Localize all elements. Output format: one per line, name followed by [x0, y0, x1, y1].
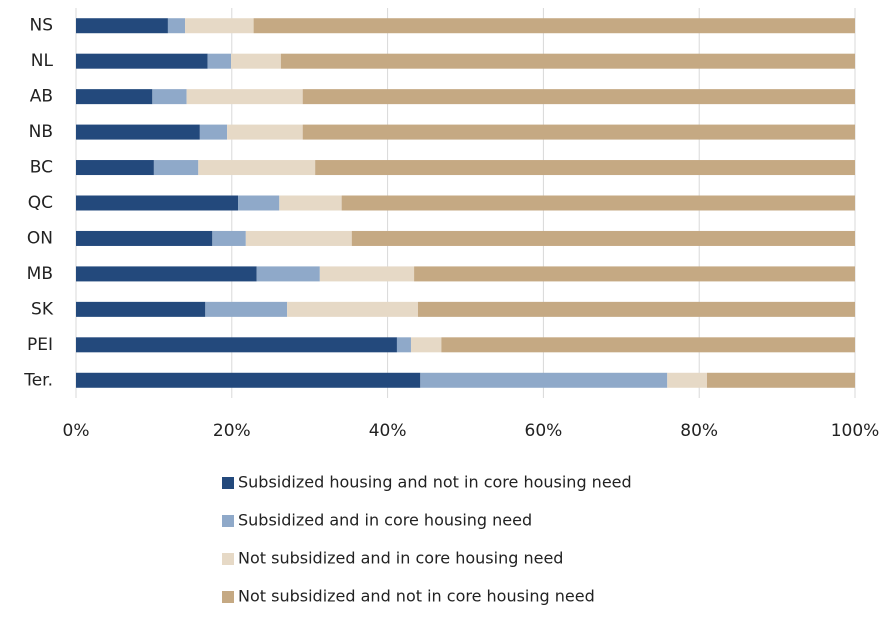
bar-segment: [315, 160, 855, 176]
y-tick-label: SK: [31, 299, 54, 319]
legend-label: Subsidized and in core housing need: [238, 511, 532, 530]
legend-swatch: [222, 515, 234, 527]
labels: 0% 20% 40% 60% 80% 100% NS NL AB NB BC QC ON MB SK PEI T…: [23, 16, 879, 441]
bars: [76, 18, 856, 388]
bar-segment: [441, 337, 855, 353]
y-tick-label: NL: [31, 51, 54, 71]
bar-segment: [76, 266, 257, 282]
bar-segment: [76, 89, 153, 105]
bar-segment: [199, 124, 228, 140]
y-tick-label: NS: [29, 16, 53, 36]
bar-segment: [706, 372, 855, 388]
y-tick-label: ON: [27, 228, 53, 248]
y-tick-label: PEI: [27, 335, 53, 355]
bar-segment: [417, 301, 855, 317]
y-tick-label: NB: [29, 122, 53, 142]
bar-segment: [198, 160, 316, 176]
bar-segment: [76, 230, 213, 246]
bar-segment: [302, 89, 856, 105]
bar-segment: [245, 230, 352, 246]
bar-segment: [302, 124, 856, 140]
legend: Subsidized housing and not in core housi…: [222, 473, 632, 606]
bar-segment: [76, 18, 168, 34]
legend-label: Not subsidized and in core housing need: [238, 549, 563, 568]
legend-label: Not subsidized and not in core housing n…: [238, 587, 595, 606]
x-tick-label: 100%: [831, 421, 880, 441]
bar-segment: [167, 18, 186, 34]
bar-segment: [76, 53, 208, 69]
bar-segment: [231, 53, 281, 69]
bar-segment: [76, 337, 397, 353]
bar-segment: [256, 266, 320, 282]
bar-segment: [287, 301, 418, 317]
bar-segment: [153, 160, 199, 176]
legend-label: Subsidized housing and not in core housi…: [238, 473, 632, 492]
bar-segment: [279, 195, 342, 211]
bar-segment: [667, 372, 707, 388]
x-tick-label: 60%: [525, 421, 563, 441]
bar-segment: [76, 301, 206, 317]
bar-segment: [76, 124, 200, 140]
bar-segment: [76, 372, 421, 388]
x-tick-label: 20%: [213, 421, 251, 441]
bar-segment: [351, 230, 855, 246]
y-tick-label: MB: [27, 264, 53, 284]
x-tick-label: 40%: [369, 421, 407, 441]
bar-segment: [396, 337, 411, 353]
bar-segment: [253, 18, 855, 34]
y-tick-label: BC: [30, 158, 53, 178]
bar-segment: [410, 337, 442, 353]
bar-segment: [207, 53, 232, 69]
bar-segment: [414, 266, 855, 282]
y-tick-label: QC: [28, 193, 53, 213]
bar-segment: [238, 195, 280, 211]
bar-segment: [152, 89, 187, 105]
bar-segment: [319, 266, 415, 282]
y-tick-label: AB: [30, 87, 53, 107]
bar-segment: [341, 195, 855, 211]
legend-swatch: [222, 591, 234, 603]
bar-segment: [212, 230, 246, 246]
bar-segment: [280, 53, 855, 69]
x-tick-label: 80%: [680, 421, 718, 441]
bar-segment: [185, 18, 254, 34]
bar-segment: [227, 124, 303, 140]
legend-swatch: [222, 477, 234, 489]
legend-swatch: [222, 553, 234, 565]
bar-segment: [420, 372, 668, 388]
bar-segment: [76, 160, 154, 176]
x-tick-label: 0%: [63, 421, 90, 441]
bar-segment: [205, 301, 288, 317]
bar-segment: [76, 195, 239, 211]
bar-segment: [186, 89, 303, 105]
y-tick-label: Ter.: [23, 370, 53, 390]
